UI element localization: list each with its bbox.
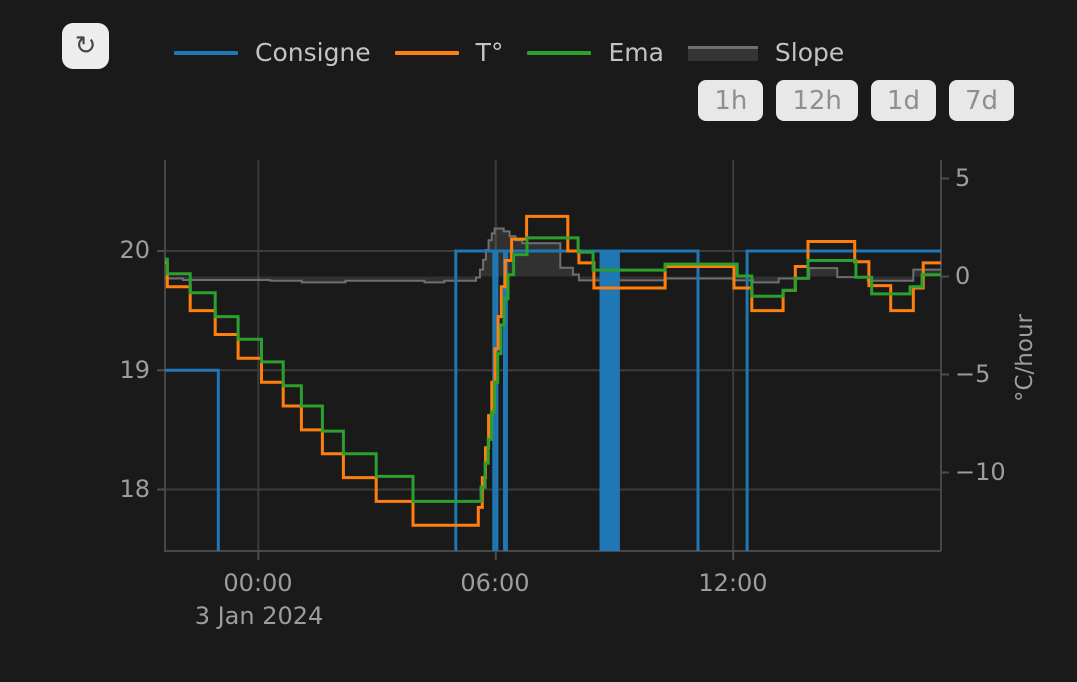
temperature-line-swatch <box>394 51 459 55</box>
x-tick-0600: 06:00 <box>460 569 530 597</box>
y-right-tick-neg5: −5 <box>955 360 991 388</box>
y-right-tick-5: 5 <box>955 164 971 192</box>
legend-label-consigne: Consigne <box>255 38 371 67</box>
y-right-tick-neg10: −10 <box>955 458 1006 486</box>
range-selector: 1h 12h 1d 7d <box>698 80 1014 121</box>
legend-label-slope: Slope <box>774 38 845 67</box>
range-button-7d[interactable]: 7d <box>948 80 1014 121</box>
legend-item-ema[interactable]: Ema <box>527 38 664 68</box>
refresh-icon: ↻ <box>74 31 97 61</box>
legend-item-consigne[interactable]: Consigne <box>174 38 371 68</box>
range-button-1d[interactable]: 1d <box>870 80 936 121</box>
legend-label-temperature: T° <box>475 38 504 67</box>
x-tick-1200: 12:00 <box>698 569 768 597</box>
x-axis-date-label: 3 Jan 2024 <box>194 602 324 630</box>
ema-line-swatch <box>527 51 592 55</box>
series-slope-fill <box>165 228 941 283</box>
y-left-tick-18: 18 <box>119 475 150 503</box>
x-tick-0000: 00:00 <box>223 569 293 597</box>
legend-item-temperature[interactable]: T° <box>394 38 504 68</box>
range-button-12h[interactable]: 12h <box>776 80 858 121</box>
legend-item-slope[interactable]: Slope <box>687 38 845 68</box>
series-consigne <box>165 249 941 551</box>
consigne-line-swatch <box>174 51 238 55</box>
y-left-tick-20: 20 <box>119 236 150 264</box>
slope-area-swatch <box>687 45 758 61</box>
y-left-tick-19: 19 <box>119 356 150 384</box>
y-right-axis-title: °C/hour <box>1012 314 1038 402</box>
y-right-tick-0: 0 <box>955 262 971 290</box>
series-ema <box>165 236 941 503</box>
chart-legend: Consigne T° Ema Slope <box>174 38 868 68</box>
range-button-1h[interactable]: 1h <box>698 80 764 121</box>
series-temperature <box>165 214 941 527</box>
series-slope <box>165 227 941 284</box>
legend-label-ema: Ema <box>608 38 664 67</box>
refresh-button[interactable]: ↻ <box>62 23 109 69</box>
